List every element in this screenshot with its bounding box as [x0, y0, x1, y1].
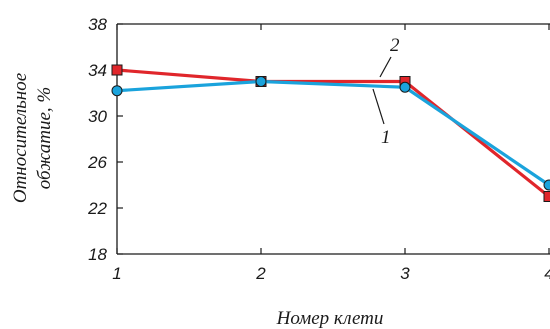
series-layer: [111, 64, 550, 202]
series-1-line: [116, 79, 550, 187]
x-tick-label: 4: [544, 264, 550, 283]
series-1-point: [399, 81, 411, 93]
labels: Относительное обжатие, % Номер клети 2 1: [10, 35, 400, 329]
series-label-1: 1: [381, 127, 391, 148]
series-2-line: [116, 68, 550, 198]
y-tick-label: 34: [88, 61, 107, 80]
x-tick-label: 1: [112, 264, 121, 283]
series-label-2-leader: [379, 56, 392, 78]
series-1-point: [111, 85, 123, 97]
x-axis-title: Номер клети: [276, 308, 384, 329]
series-label-2: 2: [390, 35, 400, 56]
x-tick-label: 3: [400, 264, 410, 283]
series-1-point: [255, 76, 267, 87]
series-2-point: [111, 64, 123, 76]
y-tick-label: 22: [87, 199, 107, 218]
x-tick-label: 2: [255, 264, 266, 283]
y-axis-title-line-2: обжатие, %: [34, 87, 55, 189]
series-2-point: [543, 191, 550, 202]
y-tick-label: 18: [88, 245, 107, 264]
y-tick-label: 30: [88, 107, 107, 126]
series-label-1-leader: [372, 88, 385, 125]
ticks: 1822263034381234: [87, 15, 550, 283]
y-tick-label: 38: [88, 15, 107, 34]
y-axis-title-line-1: Относительное: [10, 73, 31, 203]
axes: [116, 23, 550, 255]
series-1-point: [543, 179, 550, 191]
y-tick-label: 26: [87, 153, 107, 172]
